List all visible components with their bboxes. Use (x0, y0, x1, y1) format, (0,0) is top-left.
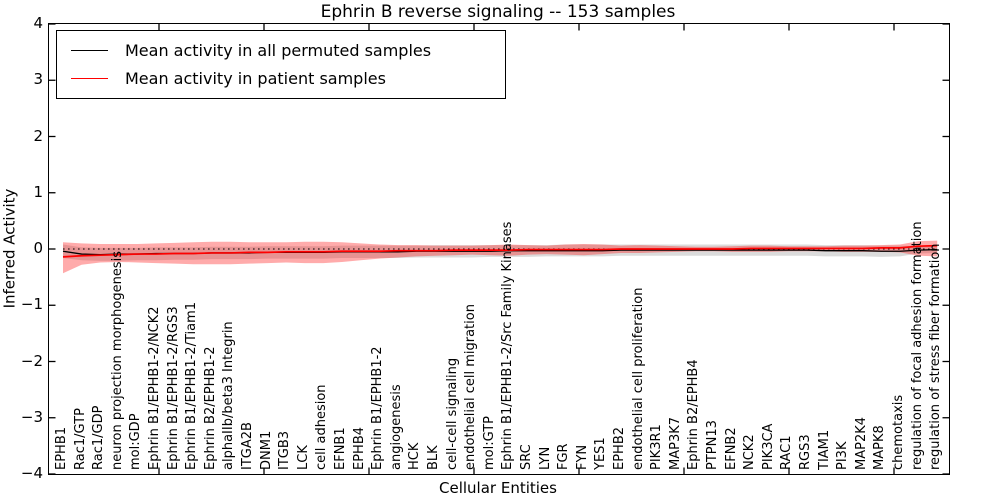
x-tick-label: LYN (537, 446, 553, 470)
x-tick-label: SRC (519, 444, 534, 470)
patient-line-swatch (71, 77, 108, 79)
x-tick-label: cell-cell signaling (444, 357, 460, 470)
x-tick-label: EPHB4 (351, 426, 367, 470)
x-tick-label: angiogenesis (388, 384, 404, 470)
x-tick-label: Ephrin B2/EPHB1-2 (202, 346, 218, 470)
x-tick-label: Ephrin B1/EPHB1-2/Tiam1 (184, 301, 200, 470)
x-tick-label: EPHB2 (612, 426, 627, 470)
x-tick-label: TIAM1 (816, 429, 832, 470)
y-tick-label: −2 (20, 351, 43, 370)
x-tick-label: EFNB2 (723, 427, 739, 470)
x-tick-label: mol:GTP (481, 416, 497, 470)
x-tick-label: RAC1 (779, 435, 795, 470)
x-tick-label: alphaIIb/beta3 Integrin (221, 321, 237, 470)
plot-canvas (49, 23, 949, 475)
legend-item-patient: Mean activity in patient samples (57, 64, 505, 92)
x-tick-label: DNM1 (258, 430, 274, 470)
x-tick-label: neuron projection morphogenesis (109, 251, 125, 470)
permuted-line-swatch (71, 49, 108, 51)
y-tick-label: 3 (33, 70, 43, 89)
y-tick-label: 2 (33, 126, 43, 145)
x-tick-label: FYN (574, 444, 590, 470)
x-tick-label: ITGA2B (240, 422, 255, 470)
chart-title: Ephrin B reverse signaling -- 153 sample… (320, 2, 676, 22)
legend-label-permuted: Mean activity in all permuted samples (125, 40, 432, 60)
y-tick-label: −3 (20, 407, 43, 426)
x-tick-label: endothelial cell migration (463, 304, 479, 470)
x-tick-label: Rac1/GTP (72, 408, 88, 470)
legend-box: Mean activity in all permuted samples Me… (56, 30, 506, 99)
x-tick-label: MAPK8 (872, 425, 888, 470)
x-tick-label: Ephrin B2/EPHB4 (686, 359, 702, 470)
x-tick-label: LCK (295, 445, 311, 470)
x-tick-label: EFNB1 (333, 427, 348, 470)
x-tick-label: chemotaxis (891, 394, 906, 470)
legend-item-permuted: Mean activity in all permuted samples (57, 36, 505, 64)
x-tick-label: PIK3CA (760, 423, 776, 470)
x-axis-label: Cellular Entities (439, 479, 557, 497)
y-tick-label: 0 (33, 239, 43, 257)
plot-area (48, 23, 950, 475)
x-tick-label: Ephrin B1/EPHB1-2/RGS3 (165, 306, 181, 470)
x-tick-label: regulation of focal adhesion formation (909, 221, 925, 470)
y-tick-label: −1 (20, 295, 43, 314)
x-tick-label: ITGB3 (277, 430, 293, 470)
x-tick-label: HCK (407, 442, 423, 470)
x-tick-label: MAP2K4 (853, 416, 869, 470)
x-tick-label: PI3K (835, 441, 851, 470)
x-tick-label: cell adhesion (314, 384, 330, 470)
x-tick-label: Rac1/GDP (91, 405, 107, 470)
x-tick-label: YES1 (593, 437, 609, 470)
x-tick-label: BLK (426, 445, 441, 470)
x-tick-label: PTPN13 (705, 420, 720, 470)
x-tick-label: Ephrin B1/EPHB1-2/Src Family Kinases (500, 221, 516, 470)
y-tick-label: 4 (33, 14, 43, 32)
y-tick-label: 1 (33, 182, 43, 201)
x-tick-label: EPHB1 (54, 426, 69, 470)
legend-label-patient: Mean activity in patient samples (125, 68, 386, 88)
x-tick-label: FGR (556, 443, 572, 470)
x-tick-label: mol:GDP (128, 413, 144, 470)
x-tick-label: PIK3R1 (649, 424, 665, 470)
x-tick-label: MAP3K7 (667, 416, 683, 470)
x-tick-label: Ephrin B1/EPHB1-2/NCK2 (147, 306, 162, 470)
x-tick-label: regulation of stress fiber formation (928, 243, 944, 470)
series-line-patient (62, 244, 938, 258)
y-tick-label: −4 (20, 464, 43, 482)
x-tick-label: endothelial cell proliferation (630, 287, 646, 471)
x-tick-label: NCK2 (742, 434, 758, 470)
x-tick-label: Ephrin B1/EPHB1-2 (370, 346, 386, 470)
x-tick-label: RGS3 (798, 434, 813, 470)
